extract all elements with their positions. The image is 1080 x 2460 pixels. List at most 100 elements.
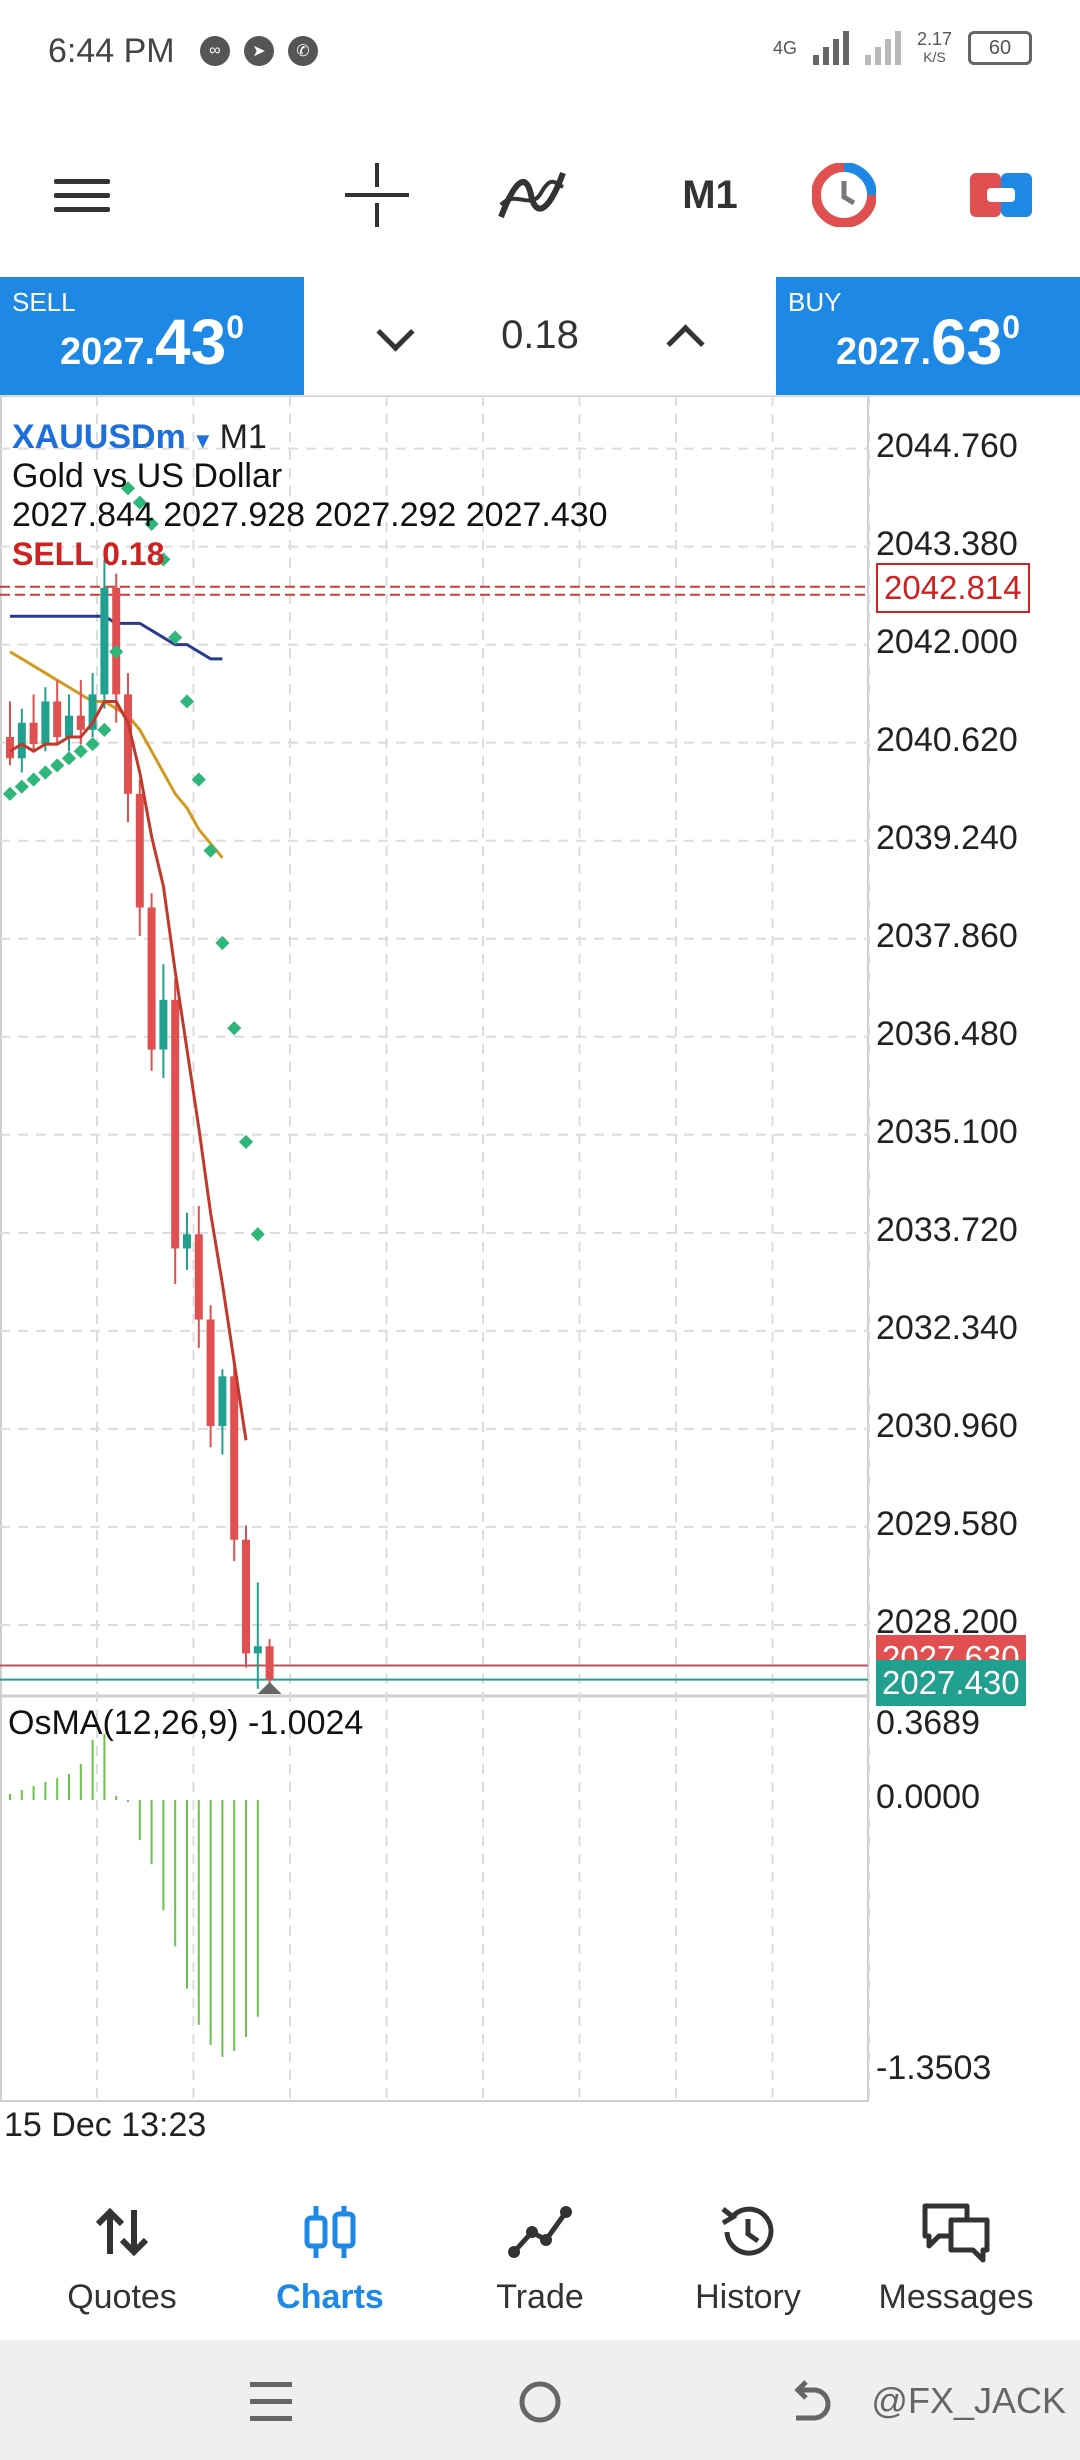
nav-label: Charts (276, 2278, 384, 2316)
trade-button[interactable] (970, 160, 1032, 230)
timeframe-button[interactable]: M1 (660, 160, 760, 230)
nav-label: Trade (496, 2278, 584, 2316)
candle-bull (41, 701, 50, 745)
sell-button[interactable]: SELL 2027.430 (0, 277, 304, 395)
sell-label: SELL (12, 287, 76, 317)
price-axis-label: 2037.860 (876, 916, 1018, 955)
price-chart[interactable] (0, 396, 1080, 2146)
notification-app-icon: ∞ (200, 36, 230, 66)
psar-dot (179, 694, 195, 709)
psar-dot (50, 758, 65, 773)
nav-history[interactable]: History (648, 2170, 848, 2340)
chart-area[interactable]: XAUUSDm ▼ M1 Gold vs US Dollar 2027.844 20… (0, 396, 1080, 2146)
price-axis-label: 2036.480 (876, 1014, 1018, 1053)
buy-button[interactable]: BUY 2027.630 (776, 277, 1080, 395)
volume-value[interactable]: 0.18 (501, 313, 579, 357)
psar-dot (227, 1021, 242, 1036)
candle-bull (218, 1376, 227, 1427)
symbol-line: XAUUSDm ▼ M1 (12, 418, 608, 457)
osma-axis-label: -1.3503 (876, 2049, 992, 2087)
psar-dot (26, 772, 41, 787)
volume-increase-button[interactable] (655, 307, 715, 367)
nav-trade[interactable]: Trade (440, 2170, 640, 2340)
price-axis-label: 2035.100 (876, 1112, 1018, 1151)
bid-price-tag: 2027.430 (876, 1659, 1026, 1706)
candle-bull (183, 1234, 191, 1249)
speed-unit: K/S (923, 49, 946, 65)
price-axis-label: 2039.240 (876, 818, 1018, 857)
home-button[interactable] (518, 2380, 562, 2429)
back-button[interactable] (788, 2380, 832, 2429)
candle-bull (159, 999, 168, 1050)
psar-dot (203, 843, 218, 858)
price-axis-label: 2028.200 (876, 1602, 1018, 1641)
telegram-icon: ➤ (244, 36, 274, 66)
psar-dot (238, 1134, 254, 1149)
symbol-description: Gold vs US Dollar (12, 457, 283, 495)
osma-label: OsMA(12,26,9) -1.0024 (8, 1704, 364, 1742)
nav-label: Messages (878, 2278, 1034, 2316)
back-arrow-icon (794, 2380, 831, 2421)
candle-bull (65, 715, 73, 737)
candle-bull (17, 722, 26, 759)
symbol-name[interactable]: XAUUSDm (12, 418, 186, 456)
status-bar: 6:44 PM ∞ ➤ ✆ 4G 2.17 K/S 60 (0, 0, 1080, 110)
notification-icons: ∞ ➤ ✆ (200, 36, 318, 66)
order-price-tag: 2042.814 (876, 562, 1030, 613)
indicators-button[interactable] (497, 160, 567, 230)
sell-price: 2027.430 (0, 305, 304, 379)
buy-price-prefix: 2027. (835, 331, 932, 373)
caret-down-icon[interactable]: ▼ (191, 428, 214, 453)
trade-line-icon (508, 2206, 572, 2258)
nav-messages[interactable]: Messages (856, 2170, 1056, 2340)
one-click-trading-button[interactable] (812, 160, 876, 230)
nav-label: History (695, 2278, 801, 2316)
psar-dot (14, 779, 29, 794)
candle-bear (124, 694, 132, 794)
candle-bear (265, 1646, 274, 1680)
status-time: 6:44 PM (48, 32, 175, 70)
psar-dot (38, 765, 53, 780)
chart-info: XAUUSDm ▼ M1 Gold vs US Dollar 2027.844 20… (12, 418, 608, 535)
signal-strength-icon (812, 31, 849, 65)
crosshair-icon (345, 163, 409, 227)
candle-bull (88, 694, 97, 730)
status-right: 4G 2.17 K/S 60 (773, 30, 1032, 66)
psar-dot (191, 772, 206, 787)
nav-quotes[interactable]: Quotes (22, 2170, 222, 2340)
quotes-arrows-icon (95, 2207, 149, 2257)
candle-bear (230, 1376, 239, 1540)
price-axis-label: 2044.760 (876, 426, 1018, 465)
signal-strength-2-icon (864, 31, 901, 65)
chevron-down-icon (375, 312, 415, 352)
sell-price-prefix: 2027. (59, 331, 156, 373)
buy-price: 2027.630 (776, 305, 1080, 379)
chart-timeframe: M1 (219, 418, 267, 456)
order-label[interactable]: SELL 0.18 (12, 536, 165, 572)
sell-price-big: 43 (155, 306, 227, 378)
sell-price-sup: 0 (226, 309, 245, 345)
price-axis-label: 2030.960 (876, 1406, 1018, 1445)
chart-toolbar: M1 (0, 130, 1080, 260)
timeframe-label: M1 (682, 172, 738, 217)
recents-button[interactable] (250, 2380, 292, 2429)
candle-bear (112, 587, 121, 695)
system-navigation-bar: @FX_JACK (0, 2340, 1080, 2460)
candle-bear (29, 722, 38, 745)
candle-bear (242, 1539, 250, 1654)
candle-bear (194, 1234, 203, 1320)
price-axis-label: 2040.620 (876, 720, 1018, 759)
volume-decrease-button[interactable] (365, 307, 425, 367)
menu-button[interactable] (54, 160, 110, 230)
nav-charts[interactable]: Charts (230, 2170, 430, 2340)
candle-bear (206, 1319, 215, 1427)
one-click-trade-panel: SELL 2027.430 0.18 BUY 2027.630 (0, 277, 1080, 397)
psar-dot (215, 935, 230, 951)
psar-dot (156, 552, 171, 567)
price-axis-label: 2032.340 (876, 1308, 1018, 1347)
crosshair-button[interactable] (345, 160, 409, 230)
whatsapp-icon: ✆ (288, 36, 318, 66)
buy-price-big: 63 (931, 306, 1003, 378)
price-axis-label: 2029.580 (876, 1504, 1018, 1543)
candle-bear (6, 736, 14, 759)
